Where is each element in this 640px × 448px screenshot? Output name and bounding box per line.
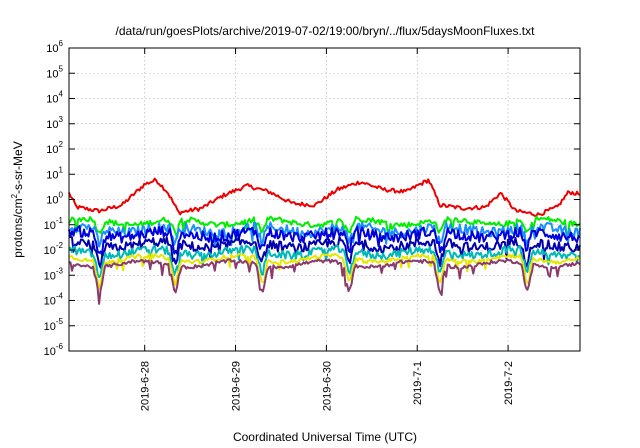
x-axis: 2019-6-28 2019-6-29 2019-6-30 2019-7-1 2019-… xyxy=(140,48,515,411)
x-tick-label: 2019-6-30 xyxy=(321,361,333,411)
y-axis: 106 105 104 103 102 101 100 10-1 10-2 10-3 10-4 10-… xyxy=(44,39,580,358)
x-tick-label: 2019-6-29 xyxy=(231,361,243,411)
x-tick-label: 2019-7-1 xyxy=(412,361,424,405)
series-line-8 xyxy=(68,258,581,305)
chart-title: /data/run/goesPlots/archive/2019-07-02/1… xyxy=(116,24,536,38)
series-line-1 xyxy=(68,177,581,217)
y-tick-label: 104 xyxy=(46,90,63,106)
y-tick-label: 100 xyxy=(46,191,63,207)
y-tick-label: 10-3 xyxy=(44,266,64,282)
y-tick-label: 10-5 xyxy=(44,317,64,333)
y-tick-label: 103 xyxy=(46,115,63,131)
y-tick-label: 10-4 xyxy=(44,292,64,308)
y-tick-label: 10-1 xyxy=(44,216,64,232)
x-tick-label: 2019-7-2 xyxy=(503,361,515,405)
y-tick-label: 101 xyxy=(46,165,63,181)
series-line-2 xyxy=(68,215,581,239)
series-line-6 xyxy=(68,244,581,279)
y-tick-label: 10-2 xyxy=(44,241,64,257)
series-group xyxy=(68,177,581,305)
y-tick-label: 102 xyxy=(46,140,63,156)
y-axis-label: protons/cm2-s-sr-MeV xyxy=(10,141,25,257)
series-line-5 xyxy=(69,236,581,269)
series-line-7 xyxy=(68,252,581,290)
y-tick-label: 105 xyxy=(46,64,63,80)
y-tick-label: 106 xyxy=(46,39,63,55)
series-line-4 xyxy=(68,225,581,256)
grid xyxy=(69,48,580,351)
x-axis-label: Coordinated Universal Time (UTC) xyxy=(233,430,417,444)
x-tick-label: 2019-6-28 xyxy=(140,361,152,411)
y-tick-label: 10-6 xyxy=(44,342,64,358)
